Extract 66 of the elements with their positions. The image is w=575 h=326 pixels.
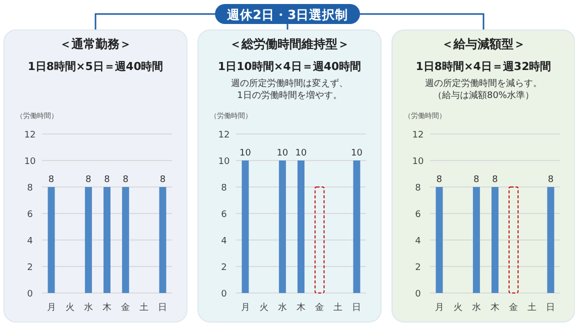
data-label: 10 bbox=[350, 148, 363, 158]
y-tick-label: 12 bbox=[24, 130, 36, 140]
x-tick-label: 日 bbox=[158, 303, 168, 313]
y-tick-label: 2 bbox=[27, 263, 33, 273]
data-label: 8 bbox=[474, 175, 480, 185]
y-tick-label: 2 bbox=[415, 263, 421, 273]
x-tick-label: 金 bbox=[315, 302, 324, 313]
y-tick-label: 10 bbox=[24, 157, 36, 167]
x-tick-label: 火 bbox=[259, 302, 268, 313]
y-tick-label: 10 bbox=[412, 157, 424, 167]
x-tick-label: 火 bbox=[453, 302, 462, 313]
x-tick-label: 月 bbox=[240, 303, 250, 313]
x-tick-label: 木 bbox=[102, 302, 112, 313]
chart-subtitle: 1日10時間×4日＝週40時間 bbox=[218, 60, 362, 73]
x-tick-label: 土 bbox=[334, 302, 343, 313]
y-tick-label: 2 bbox=[221, 263, 227, 273]
y-tick-label: 6 bbox=[221, 210, 228, 220]
x-tick-label: 日 bbox=[352, 303, 362, 313]
x-tick-label: 金 bbox=[509, 302, 518, 313]
text: 週の所定労働時間を減らす。 bbox=[425, 78, 542, 89]
y-tick-label: 8 bbox=[27, 184, 34, 194]
y-tick-label: 4 bbox=[415, 236, 422, 246]
y-tick-label: 6 bbox=[27, 210, 34, 220]
data-label: 8 bbox=[104, 175, 110, 185]
data-label: 8 bbox=[122, 175, 129, 185]
chart-subtitle: 1日8時間×5日＝週40時間 bbox=[28, 60, 164, 73]
x-tick-label: 水 bbox=[84, 302, 93, 313]
chart-subtitle: 1日8時間×4日＝週32時間 bbox=[416, 60, 552, 73]
y-tick-label: 6 bbox=[415, 210, 422, 220]
x-tick-label: 土 bbox=[140, 302, 149, 313]
x-tick-label: 月 bbox=[434, 303, 444, 313]
data-label: 8 bbox=[436, 175, 442, 185]
x-tick-label: 水 bbox=[472, 302, 481, 313]
y-tick-label: 12 bbox=[218, 130, 230, 140]
chart-title: ＜総労働時間維持型＞ bbox=[230, 37, 350, 51]
y-tick-label: 0 bbox=[221, 290, 228, 300]
data-label: 8 bbox=[86, 175, 92, 185]
data-label: 10 bbox=[276, 148, 288, 158]
y-tick-label: 0 bbox=[27, 290, 34, 300]
x-tick-label: 日 bbox=[546, 303, 556, 313]
data-label: 8 bbox=[160, 175, 166, 185]
y-tick-label: 4 bbox=[221, 236, 228, 246]
y-tick-label: 0 bbox=[415, 290, 422, 300]
text: 週の所定労働時間は変えず、 bbox=[231, 78, 348, 89]
y-tick-label: 10 bbox=[218, 157, 230, 167]
y-tick-label: 8 bbox=[415, 184, 422, 194]
y-tick-label: 12 bbox=[412, 130, 424, 140]
x-tick-label: 土 bbox=[528, 302, 537, 313]
x-tick-label: 木 bbox=[296, 302, 306, 313]
x-tick-label: 水 bbox=[278, 302, 287, 313]
data-label: 8 bbox=[548, 175, 554, 185]
chart-title: ＜通常勤務＞ bbox=[60, 37, 132, 51]
text: （給与は減額80%水準） bbox=[432, 90, 534, 101]
x-tick-label: 火 bbox=[65, 302, 74, 313]
chart-title: ＜給与減額型＞ bbox=[442, 37, 526, 51]
data-label: 8 bbox=[492, 175, 498, 185]
x-tick-label: 月 bbox=[46, 303, 56, 313]
x-tick-label: 金 bbox=[121, 302, 130, 313]
data-label: 10 bbox=[295, 148, 307, 158]
x-tick-label: 木 bbox=[490, 302, 500, 313]
text: 週休2日・3日選択制 bbox=[226, 7, 348, 22]
y-tick-label: 4 bbox=[27, 236, 34, 246]
y-tick-label: 8 bbox=[221, 184, 228, 194]
data-label: 8 bbox=[48, 175, 54, 185]
text: 1日の労働時間を増やす。 bbox=[237, 90, 342, 101]
data-label: 10 bbox=[240, 148, 252, 158]
